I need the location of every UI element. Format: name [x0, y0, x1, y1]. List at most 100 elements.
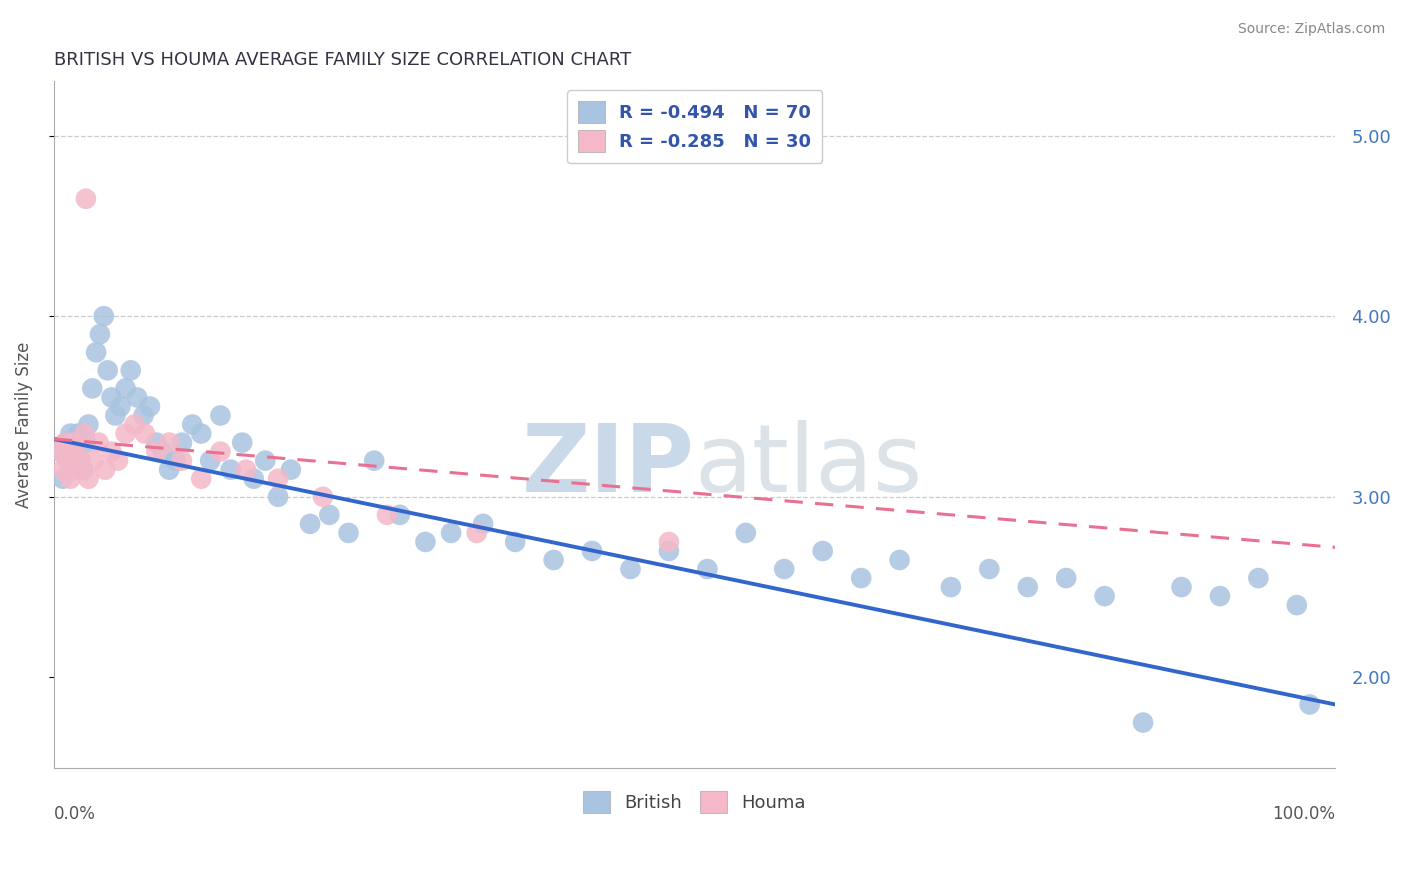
- Point: [157, 463, 180, 477]
- Point: [734, 525, 756, 540]
- Point: [619, 562, 641, 576]
- Point: [1298, 698, 1320, 712]
- Point: [165, 453, 187, 467]
- Point: [77, 472, 100, 486]
- Text: BRITISH VS HOUMA AVERAGE FAMILY SIZE CORRELATION CHART: BRITISH VS HOUMA AVERAGE FAMILY SIZE COR…: [53, 51, 631, 69]
- Point: [219, 463, 242, 477]
- Point: [1094, 589, 1116, 603]
- Point: [56, 453, 79, 467]
- Point: [75, 192, 97, 206]
- Point: [696, 562, 718, 576]
- Y-axis label: Average Family Size: Average Family Size: [15, 342, 32, 508]
- Point: [100, 391, 122, 405]
- Point: [267, 490, 290, 504]
- Point: [152, 444, 174, 458]
- Point: [97, 363, 120, 377]
- Point: [67, 463, 90, 477]
- Point: [72, 463, 94, 477]
- Point: [190, 426, 212, 441]
- Point: [52, 472, 75, 486]
- Point: [69, 453, 91, 467]
- Point: [87, 435, 110, 450]
- Point: [62, 435, 84, 450]
- Point: [889, 553, 911, 567]
- Point: [209, 409, 232, 423]
- Point: [53, 435, 76, 450]
- Point: [312, 490, 335, 504]
- Point: [69, 453, 91, 467]
- Point: [543, 553, 565, 567]
- Point: [67, 426, 90, 441]
- Point: [811, 544, 834, 558]
- Point: [388, 508, 411, 522]
- Point: [1054, 571, 1077, 585]
- Point: [93, 309, 115, 323]
- Point: [280, 463, 302, 477]
- Point: [235, 463, 257, 477]
- Point: [1247, 571, 1270, 585]
- Point: [849, 571, 872, 585]
- Point: [139, 400, 162, 414]
- Point: [83, 453, 105, 467]
- Point: [581, 544, 603, 558]
- Point: [114, 381, 136, 395]
- Point: [363, 453, 385, 467]
- Point: [1132, 715, 1154, 730]
- Text: 0.0%: 0.0%: [53, 805, 96, 823]
- Text: ZIP: ZIP: [522, 420, 695, 512]
- Point: [94, 463, 117, 477]
- Point: [114, 426, 136, 441]
- Point: [242, 472, 264, 486]
- Point: [145, 435, 167, 450]
- Point: [56, 453, 79, 467]
- Point: [209, 444, 232, 458]
- Point: [181, 417, 204, 432]
- Point: [84, 345, 107, 359]
- Point: [145, 444, 167, 458]
- Point: [318, 508, 340, 522]
- Point: [65, 444, 87, 458]
- Point: [82, 381, 104, 395]
- Point: [107, 453, 129, 467]
- Point: [52, 463, 75, 477]
- Text: 100.0%: 100.0%: [1272, 805, 1336, 823]
- Point: [979, 562, 1001, 576]
- Point: [231, 435, 253, 450]
- Text: Source: ZipAtlas.com: Source: ZipAtlas.com: [1237, 22, 1385, 37]
- Point: [267, 472, 290, 486]
- Point: [59, 426, 82, 441]
- Point: [465, 525, 488, 540]
- Point: [773, 562, 796, 576]
- Point: [337, 525, 360, 540]
- Point: [110, 400, 132, 414]
- Point: [190, 472, 212, 486]
- Point: [254, 453, 277, 467]
- Point: [127, 391, 149, 405]
- Point: [939, 580, 962, 594]
- Point: [415, 535, 437, 549]
- Point: [73, 426, 96, 441]
- Point: [1209, 589, 1232, 603]
- Point: [120, 363, 142, 377]
- Point: [1170, 580, 1192, 594]
- Point: [157, 435, 180, 450]
- Point: [472, 516, 495, 531]
- Point: [299, 516, 322, 531]
- Point: [62, 435, 84, 450]
- Point: [658, 535, 681, 549]
- Point: [170, 453, 193, 467]
- Legend: British, Houma: British, Houma: [575, 784, 814, 821]
- Point: [170, 435, 193, 450]
- Point: [134, 426, 156, 441]
- Point: [1285, 598, 1308, 612]
- Point: [1017, 580, 1039, 594]
- Point: [53, 435, 76, 450]
- Point: [100, 444, 122, 458]
- Point: [375, 508, 398, 522]
- Point: [49, 444, 72, 458]
- Point: [104, 409, 127, 423]
- Point: [59, 472, 82, 486]
- Point: [49, 444, 72, 458]
- Point: [77, 417, 100, 432]
- Point: [503, 535, 526, 549]
